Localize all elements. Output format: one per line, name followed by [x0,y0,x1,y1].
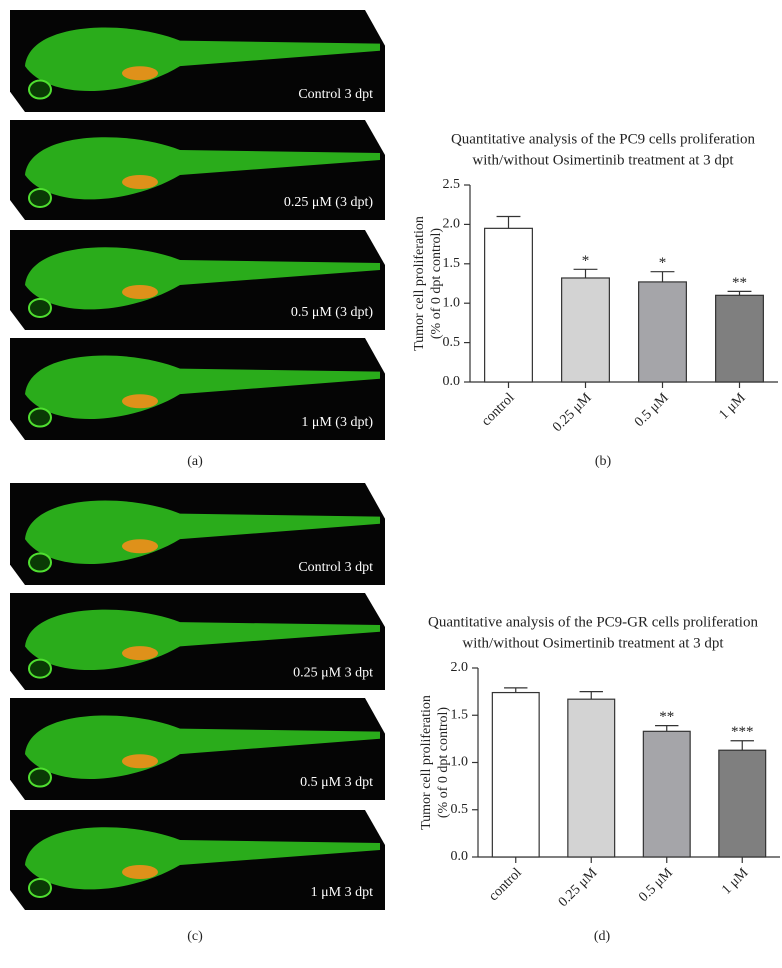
chart-title: with/without Osimertinib treatment at 3 … [462,635,724,651]
y-tick-label: 1.5 [451,707,469,722]
x-tick-label: 0.25 μM [550,390,595,435]
significance-label: * [659,255,667,271]
y-axis-label: (% of 0 dpt control) [429,228,444,340]
x-tick-label: 0.5 μM [632,390,672,430]
tumor [122,539,158,554]
y-tick-label: 2.0 [443,217,461,232]
image-label: 0.5 μM 3 dpt [300,775,373,790]
image-label: 0.5 μM (3 dpt) [291,305,374,320]
image-label: 0.25 μM (3 dpt) [284,195,374,210]
tumor [122,646,158,661]
y-tick-label: 2.5 [443,177,461,192]
image-label: 0.25 μM 3 dpt [293,666,373,681]
y-tick-label: 2.0 [451,660,469,675]
bar [491,691,540,858]
tumor [122,175,158,189]
y-tick-label: 0.0 [451,849,469,864]
fish-image: 0.5 μM 3 dpt [10,698,385,800]
fish-body [25,827,380,890]
x-tick-label: 0.5 μM [636,865,676,905]
x-tick-label: control [479,390,518,429]
panel-label: (a) [187,454,203,469]
significance-label: ** [732,275,747,291]
bar [567,698,616,858]
chart-title: Quantitative analysis of the PC9 cells p… [451,131,756,147]
y-axis-label: Tumor cell proliferation [412,216,427,351]
fish-eye [28,878,52,898]
x-tick-label: 0.25 μM [556,865,601,910]
fish-body [25,500,380,564]
image-label: Control 3 dpt [298,560,373,575]
y-tick-label: 1.0 [443,295,461,310]
fish-body [25,715,380,779]
fish-image: 0.25 μM 3 dpt [10,593,385,690]
y-tick-label: 1.5 [443,256,461,271]
x-tick-label: control [486,865,525,904]
y-tick-label: 0.0 [443,374,461,389]
bar [715,294,764,383]
fish-image: 1 μM (3 dpt) [10,338,385,440]
panel-label: (c) [187,929,203,944]
bar [561,277,610,383]
chart-title: with/without Osimertinib treatment at 3 … [472,152,734,168]
y-axis-label: (% of 0 dpt control) [436,707,451,819]
tumor [122,394,158,409]
fish-image: 0.25 μM (3 dpt) [10,120,385,220]
fish-image: Control 3 dpt [10,10,385,112]
fish-eye [28,407,52,428]
fish-image: Control 3 dpt [10,483,385,585]
image-label: Control 3 dpt [298,87,373,102]
image-label: 1 μM (3 dpt) [301,415,373,430]
bar [484,227,533,383]
fish-image: 0.5 μM (3 dpt) [10,230,385,330]
chart-title: Quantitative analysis of the PC9-GR cell… [428,614,758,630]
tumor [122,754,158,769]
bar [638,281,687,383]
tumor [122,285,158,299]
significance-label: *** [731,724,754,740]
significance-label: * [582,253,590,269]
fish-eye [28,658,52,679]
y-tick-label: 1.0 [451,755,469,770]
tumor [122,865,158,879]
y-tick-label: 0.5 [443,335,461,350]
fish-body [25,609,380,671]
fish-eye [28,79,52,100]
fish-eye [28,552,52,573]
fish-eye [28,188,52,208]
bar [642,730,691,858]
panel-label: (d) [594,929,611,944]
fish-image: 1 μM 3 dpt [10,810,385,910]
tumor [122,66,158,81]
fish-eye [28,767,52,788]
x-tick-label: 1 μM [719,865,752,898]
significance-label: ** [659,709,674,725]
fish-eye [28,298,52,318]
y-axis-label: Tumor cell proliferation [419,695,434,830]
fish-body [25,247,380,310]
fish-body [25,27,380,91]
fish-body [25,137,380,200]
x-tick-label: 1 μM [716,390,749,423]
fish-body [25,355,380,419]
image-label: 1 μM 3 dpt [311,885,373,900]
y-tick-label: 0.5 [451,802,469,817]
panel-label: (b) [595,454,612,469]
bar [718,749,767,858]
